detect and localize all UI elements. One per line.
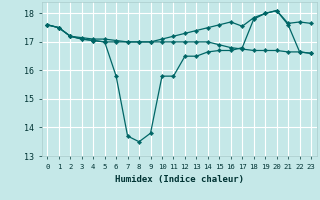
X-axis label: Humidex (Indice chaleur): Humidex (Indice chaleur) xyxy=(115,175,244,184)
